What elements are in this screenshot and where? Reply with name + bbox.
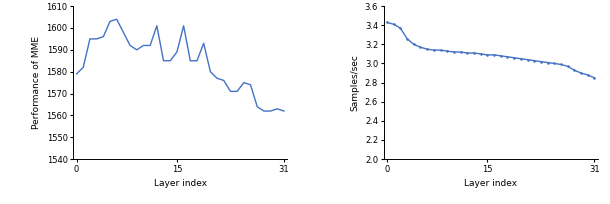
X-axis label: Layer index: Layer index [464,179,517,188]
Y-axis label: Performance of MME: Performance of MME [32,36,41,129]
Y-axis label: Samples/sec: Samples/sec [350,54,359,111]
X-axis label: Layer index: Layer index [154,179,207,188]
